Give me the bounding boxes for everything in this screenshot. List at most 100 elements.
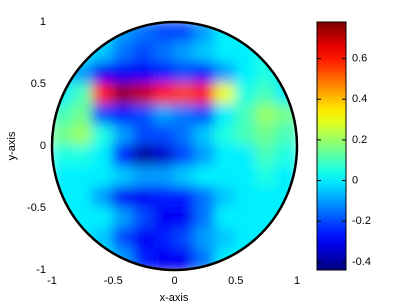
cell	[255, 186, 278, 210]
cell	[71, 22, 94, 44]
cell	[71, 124, 94, 148]
cell	[193, 186, 217, 210]
cell	[193, 165, 217, 189]
cell	[234, 103, 258, 127]
x-tick-label: -1	[47, 275, 57, 287]
x-tick-label: 0.5	[228, 275, 243, 287]
cell	[153, 103, 176, 127]
y-axis-label: y-axis	[6, 131, 18, 160]
cell	[214, 165, 237, 189]
cell	[132, 82, 156, 106]
cell	[214, 186, 237, 210]
colorbar-tick-label: -0.2	[352, 215, 371, 227]
cell	[71, 165, 94, 189]
cell	[193, 144, 217, 168]
cell	[214, 103, 237, 127]
cell	[112, 41, 135, 65]
cell	[275, 144, 297, 168]
cell	[173, 62, 196, 86]
x-axis-label: x-axis	[160, 292, 189, 304]
y-tick-label: 0	[40, 140, 46, 152]
cell	[173, 82, 196, 106]
colorbar-tick-label: 0.6	[352, 52, 367, 64]
cell	[132, 41, 156, 65]
cell	[255, 227, 278, 251]
colorbar-tick-label: -0.4	[352, 256, 371, 268]
cell	[173, 124, 196, 148]
cell	[153, 248, 176, 270]
y-tick-label: -1	[36, 264, 46, 276]
cell	[52, 124, 74, 148]
cell	[71, 103, 94, 127]
cell	[153, 41, 176, 65]
cell	[91, 82, 115, 106]
cell	[173, 22, 196, 44]
cell	[112, 124, 135, 148]
cell	[234, 206, 258, 230]
cell	[173, 227, 196, 251]
cell	[234, 186, 258, 210]
cell	[52, 227, 74, 251]
cell	[173, 206, 196, 230]
colorbar-tick-label: 0.2	[352, 134, 367, 146]
cell	[214, 41, 237, 65]
cell	[91, 103, 115, 127]
cell	[275, 124, 297, 148]
cell	[173, 144, 196, 168]
boundary	[50, 20, 299, 272]
cell	[193, 82, 217, 106]
cell	[71, 227, 94, 251]
cell	[132, 103, 156, 127]
cell	[71, 82, 94, 106]
cell	[255, 103, 278, 127]
cell	[153, 22, 176, 44]
cell	[173, 248, 196, 270]
cell	[71, 144, 94, 168]
cell	[234, 62, 258, 86]
cell	[132, 62, 156, 86]
cell	[52, 22, 74, 44]
x-tick-label: 1	[294, 275, 300, 287]
cell	[112, 144, 135, 168]
cell	[132, 144, 156, 168]
cell	[153, 227, 176, 251]
cell	[52, 41, 74, 65]
cell	[153, 165, 176, 189]
cell	[91, 206, 115, 230]
cell	[132, 186, 156, 210]
cell	[132, 165, 156, 189]
cell	[52, 248, 74, 270]
cell	[91, 165, 115, 189]
cell	[255, 124, 278, 148]
cell	[153, 124, 176, 148]
cell	[173, 103, 196, 127]
cell	[234, 144, 258, 168]
cell	[234, 82, 258, 106]
cell	[91, 124, 115, 148]
cell	[193, 62, 217, 86]
y-tick-label: -0.5	[27, 202, 46, 214]
cell	[173, 186, 196, 210]
cell	[193, 124, 217, 148]
cell	[255, 22, 278, 44]
cell	[214, 124, 237, 148]
cell	[153, 144, 176, 168]
cell	[112, 62, 135, 86]
cell	[153, 82, 176, 106]
cell	[173, 165, 196, 189]
cell	[153, 62, 176, 86]
cell	[132, 124, 156, 148]
cell	[214, 227, 237, 251]
cell	[71, 248, 94, 270]
colorbar-tick-label: 0.4	[352, 93, 367, 105]
cell	[52, 144, 74, 168]
cell	[234, 124, 258, 148]
cell	[132, 227, 156, 251]
cell	[214, 144, 237, 168]
cell	[71, 186, 94, 210]
cell	[91, 144, 115, 168]
colorbar-tick-label: 0	[352, 174, 358, 186]
cell	[275, 22, 297, 44]
cell	[255, 82, 278, 106]
